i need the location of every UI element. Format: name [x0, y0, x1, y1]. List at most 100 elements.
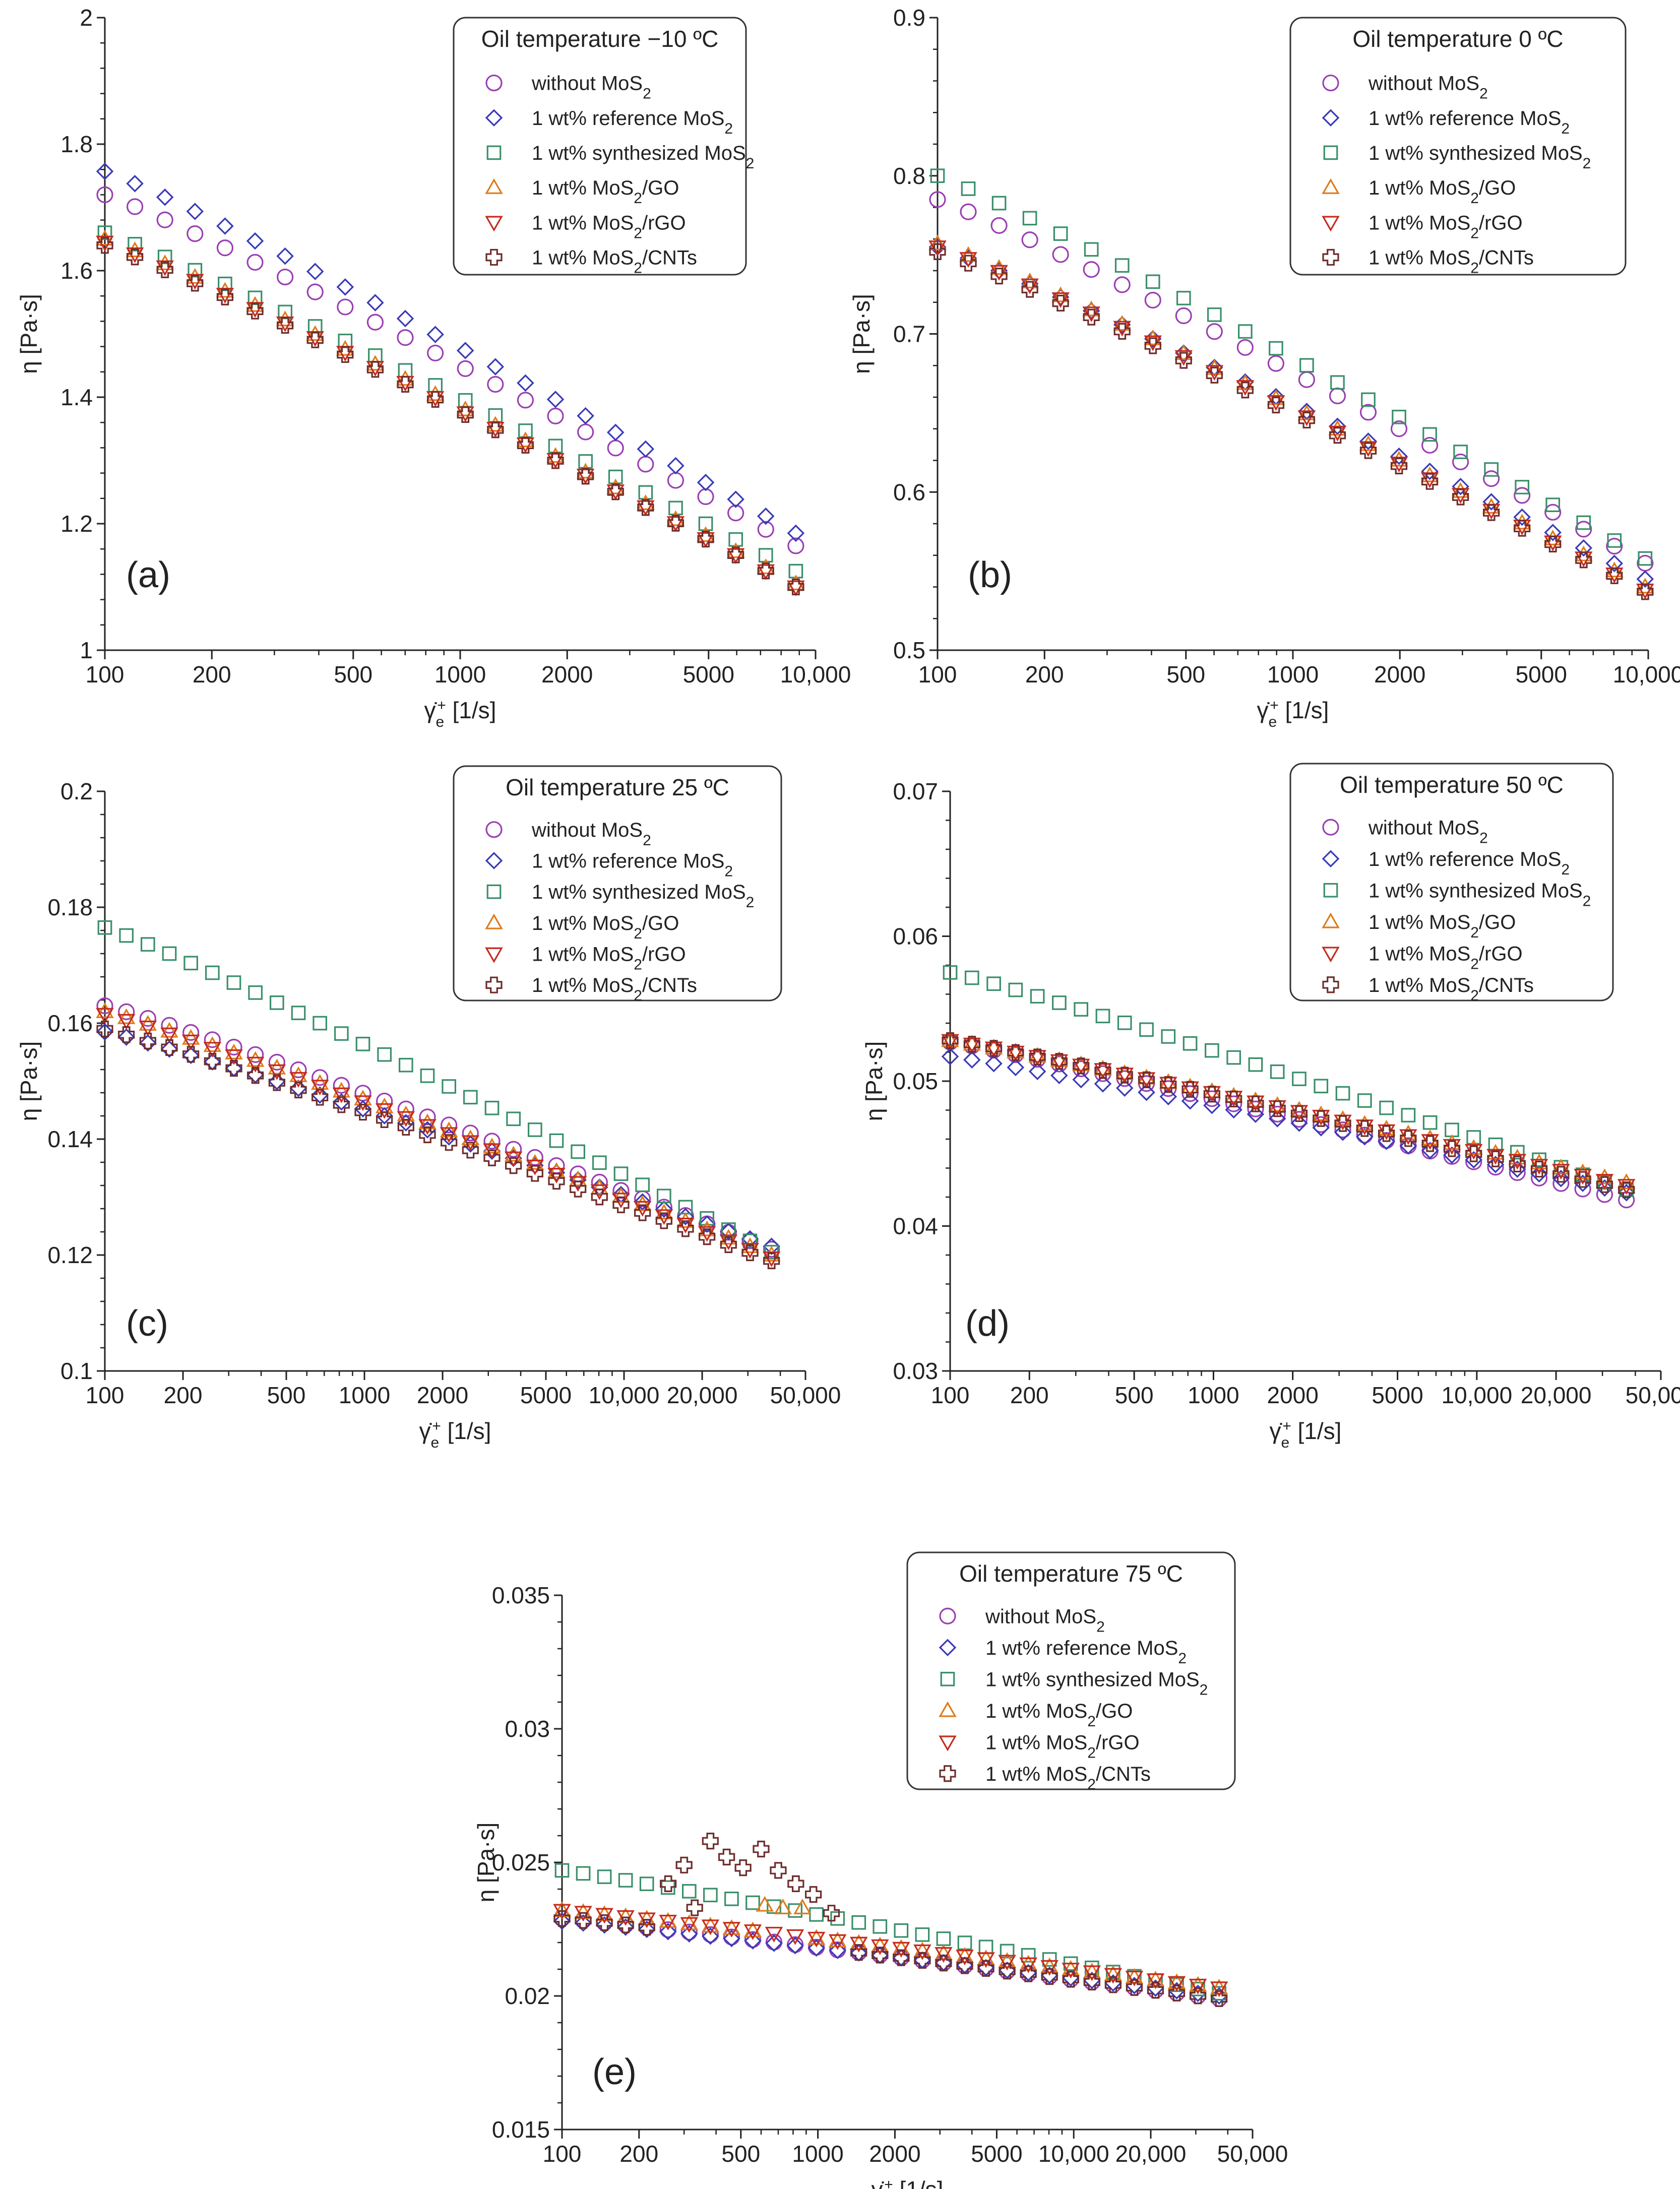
x-tick-label: 50,000 [1217, 2141, 1288, 2167]
data-point-without [483, 1133, 501, 1150]
data-point-cnts [1606, 567, 1623, 584]
panel-b: 0.5 0.6 0.7 0.8 0.9 100 200 500 1000 2000 5000 10,0… [848, 5, 1680, 730]
data-point-rgo [289, 1072, 307, 1088]
data-point-rgo [762, 1251, 781, 1267]
data-point-without [337, 298, 354, 316]
data-point-without [1329, 387, 1346, 405]
data-point-synthesized [458, 393, 473, 408]
data-point-cnts [1147, 1982, 1164, 1999]
legend-label-without: without MoS2 [531, 819, 651, 849]
data-point-rgo [1115, 1068, 1134, 1084]
data-point-cnts [1181, 1081, 1199, 1098]
data-point-cnts [753, 1840, 770, 1858]
data-point-synthesized [97, 920, 112, 935]
data-point-without [366, 314, 384, 331]
legend-title: Oil temperature 50 ºC [1340, 772, 1564, 798]
data-point-reference [698, 1215, 716, 1233]
data-point-without [216, 239, 234, 257]
data-point-synthesized [1269, 341, 1283, 356]
data-point-without [999, 1963, 1016, 1980]
data-point-synthesized [1607, 533, 1622, 548]
data-point-reference [1050, 1067, 1068, 1085]
data-point-reference [1482, 493, 1500, 511]
data-point-cnts [1329, 427, 1346, 444]
data-point-go [595, 1905, 613, 1921]
data-point-cnts [999, 1963, 1016, 1980]
x-tick-label: 5000 [971, 2141, 1022, 2167]
data-point-cnts [660, 1875, 677, 1892]
legend-marker-cnts [485, 248, 503, 266]
data-point-rgo [332, 1087, 351, 1103]
data-point-without [397, 1100, 414, 1117]
data-point-cnts [1083, 1973, 1100, 1990]
data-point-cnts [1083, 308, 1100, 326]
data-point-cnts [1483, 504, 1500, 521]
series-rgo [553, 1904, 1228, 1997]
data-point-rgo [1104, 1968, 1123, 1984]
x-tick-label: 500 [721, 2141, 760, 2167]
panel-label: (c) [126, 1303, 168, 1344]
data-point-synthesized [742, 1233, 758, 1248]
data-point-synthesized [1183, 1036, 1198, 1051]
legend-label-synthesized: 1 wt% synthesized MoS2 [1368, 880, 1591, 909]
x-axis-title: γ̇e+ [1/s] [424, 697, 496, 730]
data-point-go [616, 1907, 635, 1923]
data-point-without [457, 360, 474, 377]
data-point-rgo [680, 1917, 699, 1933]
data-point-reference [1421, 1142, 1439, 1159]
data-point-reference [744, 1932, 762, 1950]
data-point-without [723, 1928, 740, 1946]
legend-marker-rgo [485, 947, 503, 963]
data-point-rgo [659, 1914, 677, 1931]
data-point-go [483, 1138, 501, 1154]
y-tick-label: 0.7 [893, 321, 925, 347]
data-point-synthesized [1292, 1072, 1306, 1086]
data-point-cnts [617, 1916, 634, 1933]
y-tick-label: 0.015 [492, 2116, 550, 2143]
x-tick-label: 20,000 [667, 1382, 738, 1408]
data-point-synthesized [851, 1915, 866, 1930]
data-point-synthesized [1145, 274, 1160, 289]
data-point-without [1206, 323, 1223, 340]
y-tick-label: 0.04 [893, 1213, 938, 1239]
data-point-cnts [161, 1039, 178, 1056]
data-point-without [118, 1003, 135, 1020]
data-point-cnts [1267, 396, 1284, 414]
data-point-go [990, 259, 1008, 275]
data-point-without [1544, 504, 1562, 521]
data-point-cnts [929, 243, 946, 260]
data-point-without [1052, 246, 1069, 263]
data-point-cnts [1175, 352, 1192, 369]
data-point-rgo [1050, 1054, 1069, 1070]
data-point-cnts [872, 1947, 889, 1964]
data-point-without [1637, 554, 1654, 572]
data-point-go [892, 1939, 910, 1955]
data-point-cnts [596, 1914, 613, 1931]
data-point-without [277, 268, 294, 286]
data-point-without [1021, 231, 1038, 248]
data-point-without [1575, 521, 1592, 538]
data-point-reference [659, 1923, 677, 1941]
data-point-without [1113, 276, 1131, 293]
data-point-rgo [160, 1027, 178, 1043]
series-synthesized [554, 1863, 1226, 2001]
data-point-reference [702, 1927, 719, 1945]
data-point-rgo [935, 1947, 953, 1963]
data-point-synthesized [97, 225, 112, 240]
series-cnts-bump [660, 1833, 840, 1922]
data-point-without [591, 1173, 608, 1191]
data-point-synthesized [218, 276, 232, 291]
data-point-rgo [1359, 441, 1378, 457]
data-point-rgo [726, 548, 745, 564]
data-point-without [702, 1926, 719, 1943]
data-point-cnts [548, 1172, 565, 1190]
data-point-cnts [612, 1196, 630, 1214]
data-point-go [612, 1187, 630, 1203]
y-tick-label: 0.1 [60, 1358, 93, 1384]
data-point-synthesized [592, 1155, 607, 1170]
data-point-go [655, 1204, 673, 1220]
data-point-without [893, 1949, 910, 1966]
data-point-rgo [354, 1095, 372, 1111]
